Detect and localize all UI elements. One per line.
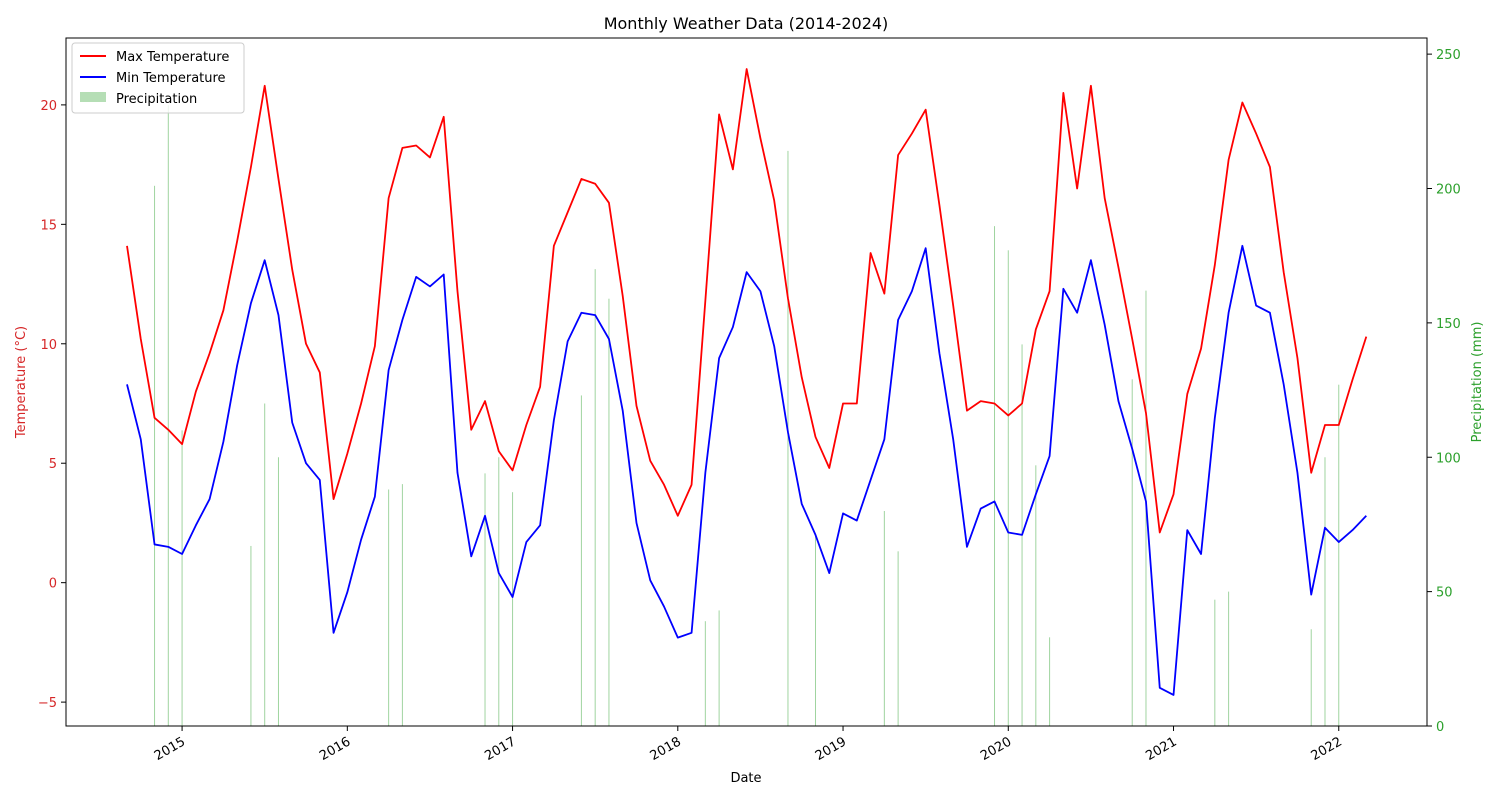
plot-frame <box>65 37 1428 727</box>
y-axis-left-label: Temperature (°C) <box>14 326 29 439</box>
x-tick-label: 2017 <box>482 734 518 764</box>
legend-label-precipitation: Precipitation <box>116 92 197 107</box>
precipitation-bar <box>1324 457 1326 726</box>
precipitation-bar <box>154 185 156 726</box>
precipitation-bar <box>1049 637 1051 726</box>
y-left-tick-label: 20 <box>40 99 57 114</box>
y-axis-right: 0 50 100 150 200 250 <box>1427 48 1461 735</box>
precipitation-bars <box>154 105 1340 727</box>
precipitation-bar <box>512 492 514 726</box>
y-right-tick-label: 0 <box>1436 720 1444 735</box>
precipitation-bar <box>580 395 582 726</box>
precipitation-bar <box>277 457 279 726</box>
precipitation-bar <box>1131 379 1133 726</box>
precipitation-bar <box>1035 465 1037 726</box>
y-left-tick-label: 5 <box>49 457 57 472</box>
precipitation-bar <box>388 489 390 726</box>
precipitation-bar <box>401 484 403 727</box>
precipitation-bar <box>1214 599 1216 726</box>
precipitation-bar <box>1228 591 1230 727</box>
x-tick-label: 2021 <box>1143 734 1179 764</box>
precipitation-bar <box>594 269 596 727</box>
x-tick-label: 2016 <box>317 734 353 764</box>
precipitation-bar <box>883 511 885 726</box>
precipitation-bar <box>815 535 816 726</box>
precipitation-bar <box>484 473 486 727</box>
legend-label-max-temperature: Max Temperature <box>116 50 229 65</box>
min-temperature-line <box>126 244 1367 696</box>
precipitation-bar <box>704 621 706 726</box>
y-left-tick-label: 10 <box>40 338 57 353</box>
temperature-lines <box>126 68 1368 696</box>
y-axis-left: −5 0 5 10 15 20 <box>38 99 66 711</box>
x-tick-label: 2018 <box>648 734 684 764</box>
precipitation-bar <box>787 150 789 727</box>
chart-title: Monthly Weather Data (2014-2024) <box>604 14 889 33</box>
max-temperature-line <box>126 68 1368 534</box>
precipitation-bar <box>718 610 720 726</box>
precipitation-bar <box>1310 629 1312 726</box>
precipitation-bar <box>897 551 899 726</box>
legend-label-min-temperature: Min Temperature <box>116 71 226 86</box>
legend-box <box>71 42 245 114</box>
precipitation-bar <box>167 105 169 726</box>
precipitation-bar <box>608 298 610 726</box>
y-right-tick-label: 100 <box>1436 451 1461 466</box>
y-right-tick-label: 200 <box>1436 183 1461 198</box>
precipitation-bar <box>264 403 266 726</box>
legend: Max Temperature Min Temperature Precipit… <box>71 42 245 114</box>
y-right-tick-label: 150 <box>1436 317 1461 332</box>
y-left-tick-label: −5 <box>38 696 57 711</box>
x-axis: 2015 2016 2017 2018 2019 2020 2021 2022 <box>152 726 1345 764</box>
x-tick-label: 2019 <box>813 734 849 764</box>
y-left-tick-label: 15 <box>40 218 57 233</box>
precipitation-bar <box>181 430 183 727</box>
x-tick-label: 2015 <box>152 734 188 764</box>
precipitation-bar <box>1338 384 1340 726</box>
x-tick-label: 2020 <box>978 734 1014 764</box>
y-right-tick-label: 50 <box>1436 586 1453 601</box>
x-axis-label: Date <box>730 771 761 786</box>
legend-swatch-precipitation <box>80 92 106 102</box>
precipitation-bar <box>994 226 996 727</box>
y-axis-right-label: Precipitation (mm) <box>1470 322 1485 443</box>
y-left-tick-label: 0 <box>49 577 57 592</box>
precipitation-bar <box>1007 250 1009 726</box>
precipitation-bar <box>250 545 252 726</box>
y-right-tick-label: 250 <box>1436 48 1461 63</box>
precipitation-bar <box>498 457 500 726</box>
x-tick-label: 2022 <box>1309 734 1345 764</box>
